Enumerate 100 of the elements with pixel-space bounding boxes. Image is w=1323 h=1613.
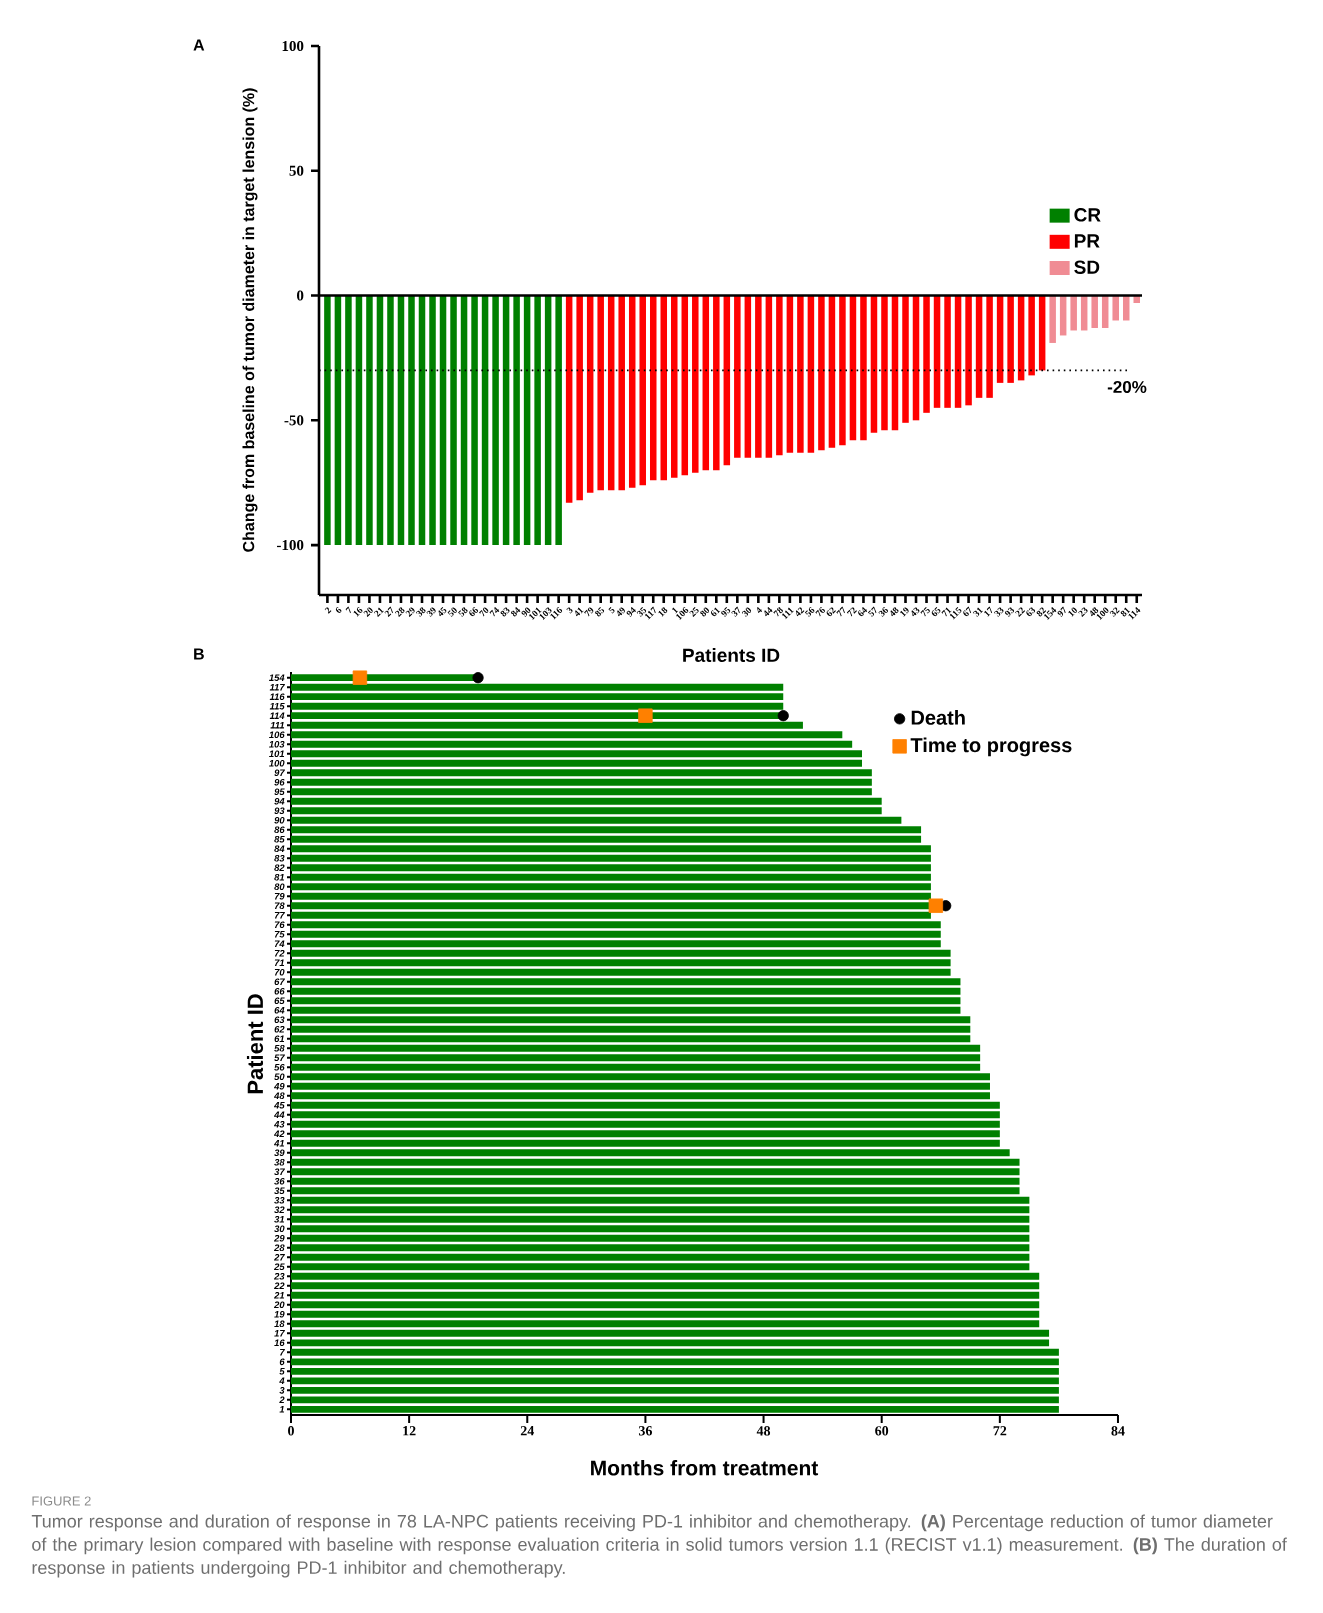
x-tick-label: 93 — [1005, 607, 1015, 617]
y-tick-label: 67 — [274, 978, 285, 986]
x-tick-label: 36 — [638, 1426, 653, 1436]
y-tick-label: 0 — [297, 290, 304, 301]
legend-label: PR — [1074, 234, 1100, 248]
y-tick-label: 48 — [273, 1092, 285, 1100]
y-axis-title: Patient ID — [246, 994, 264, 1094]
x-tick-label: 74 — [489, 606, 500, 617]
x-tick-label: 4 — [757, 606, 763, 613]
x-tick-label: 82 — [1036, 607, 1047, 617]
y-tick-label: 56 — [274, 1063, 285, 1071]
x-axis-title: Patients ID — [683, 648, 780, 663]
x-tick-label: 23 — [1078, 607, 1088, 617]
y-tick-label: 17 — [274, 1330, 285, 1337]
y-tick-label: 100 — [282, 40, 304, 52]
x-tick-label: 32 — [1109, 607, 1120, 617]
y-tick-label: 7 — [280, 1349, 285, 1356]
y-tick-label: 45 — [273, 1101, 285, 1109]
y-tick-label: 50 — [289, 165, 304, 176]
x-tick-label: 44 — [764, 606, 773, 617]
y-tick-label: 31 — [274, 1215, 285, 1223]
y-tick-label: 85 — [274, 835, 285, 843]
y-tick-label: 57 — [274, 1054, 285, 1062]
y-tick-label: 90 — [274, 816, 285, 824]
y-tick-label: 23 — [273, 1272, 285, 1280]
y-tick-label: 30 — [274, 1225, 285, 1233]
x-tick-label: 18 — [658, 607, 668, 617]
y-tick-label: 103 — [269, 740, 285, 748]
x-tick-label: 95 — [721, 606, 731, 617]
x-tick-label: 78 — [773, 607, 783, 617]
y-tick-label: 65 — [274, 997, 285, 1005]
y-tick-label: -100 — [277, 540, 304, 551]
x-tick-label: 84 — [1111, 1426, 1125, 1436]
y-tick-label: 18 — [274, 1320, 285, 1328]
x-tick-label: 6 — [335, 606, 342, 613]
y-tick-label: 41 — [273, 1140, 285, 1147]
y-tick-label: 38 — [274, 1158, 285, 1166]
x-tick-label: 20 — [363, 607, 373, 617]
y-tick-label: 44 — [273, 1111, 285, 1118]
x-tick-label: 79 — [584, 607, 594, 617]
y-tick-label: 80 — [274, 883, 285, 891]
x-tick-label: 48 — [756, 1426, 771, 1436]
x-tick-label: 45 — [438, 606, 447, 617]
y-tick-label: 63 — [274, 1016, 285, 1024]
x-tick-label: 100 — [1096, 607, 1109, 620]
y-tick-label: 61 — [274, 1035, 285, 1043]
x-tick-label: 12 — [403, 1426, 416, 1436]
legend-label: SD — [1074, 260, 1100, 274]
y-tick-label: 49 — [273, 1082, 285, 1090]
y-tick-label: 78 — [274, 902, 285, 910]
x-tick-label: 10 — [1068, 607, 1077, 617]
x-tick-label: 72 — [993, 1426, 1007, 1436]
y-tick-label: 116 — [269, 693, 285, 701]
chart-title: A — [193, 39, 205, 51]
y-tick-label: 100 — [269, 759, 285, 767]
y-tick-label: 64 — [274, 1006, 285, 1014]
x-tick-label: 81 — [1120, 607, 1131, 617]
y-axis-title: Change from baseline of tumor diameter in target lension (%) — [242, 88, 258, 552]
y-tick-label: 43 — [273, 1120, 285, 1128]
y-tick-label: 32 — [274, 1206, 285, 1214]
x-tick-label: 61 — [711, 607, 721, 617]
annotation: -20% — [1107, 380, 1147, 393]
y-tick-label: 84 — [274, 845, 285, 853]
x-tick-label: 66 — [469, 606, 479, 617]
x-tick-label: 62 — [826, 607, 836, 617]
y-tick-label: 4 — [279, 1377, 285, 1385]
x-tick-label: 106 — [676, 607, 689, 620]
y-tick-label: -50 — [284, 415, 304, 426]
x-tick-label: 115 — [949, 606, 962, 620]
x-tick-label: 94 — [626, 606, 636, 617]
chart-title: B — [194, 648, 204, 660]
x-tick-label: 77 — [836, 606, 845, 617]
x-tick-label: 22 — [1015, 607, 1026, 617]
x-tick-label: 19 — [900, 607, 909, 617]
x-tick-label: 154 — [1044, 606, 1057, 620]
x-tick-label: 56 — [804, 606, 815, 617]
y-tick-label: 74 — [274, 940, 285, 947]
x-tick-label: 83 — [500, 607, 510, 617]
x-tick-label: 36 — [878, 606, 888, 617]
x-tick-label: 37 — [731, 606, 740, 617]
y-tick-label: 82 — [274, 864, 285, 872]
x-tick-label: 2 — [324, 607, 332, 614]
x-tick-label: 41 — [575, 607, 584, 617]
legend-label: Time to progress — [910, 737, 1072, 757]
x-tick-label: 97 — [1057, 606, 1066, 617]
y-tick-label: 6 — [279, 1358, 285, 1366]
x-tick-label: 71 — [941, 607, 952, 617]
x-tick-label: 76 — [815, 606, 825, 617]
x-tick-label: 63 — [1026, 607, 1036, 617]
x-tick-label: 50 — [447, 607, 457, 617]
x-tick-label: 31 — [973, 607, 984, 617]
y-tick-label: 101 — [269, 750, 285, 758]
y-tick-label: 81 — [274, 873, 285, 881]
y-tick-label: 29 — [273, 1234, 285, 1242]
x-tick-label: 30 — [741, 607, 752, 617]
x-tick-label: 35 — [636, 606, 647, 617]
y-tick-label: 2 — [279, 1396, 285, 1404]
x-tick-label: 90 — [521, 607, 531, 617]
y-tick-label: 96 — [274, 778, 285, 786]
x-tick-label: 38 — [416, 607, 426, 617]
